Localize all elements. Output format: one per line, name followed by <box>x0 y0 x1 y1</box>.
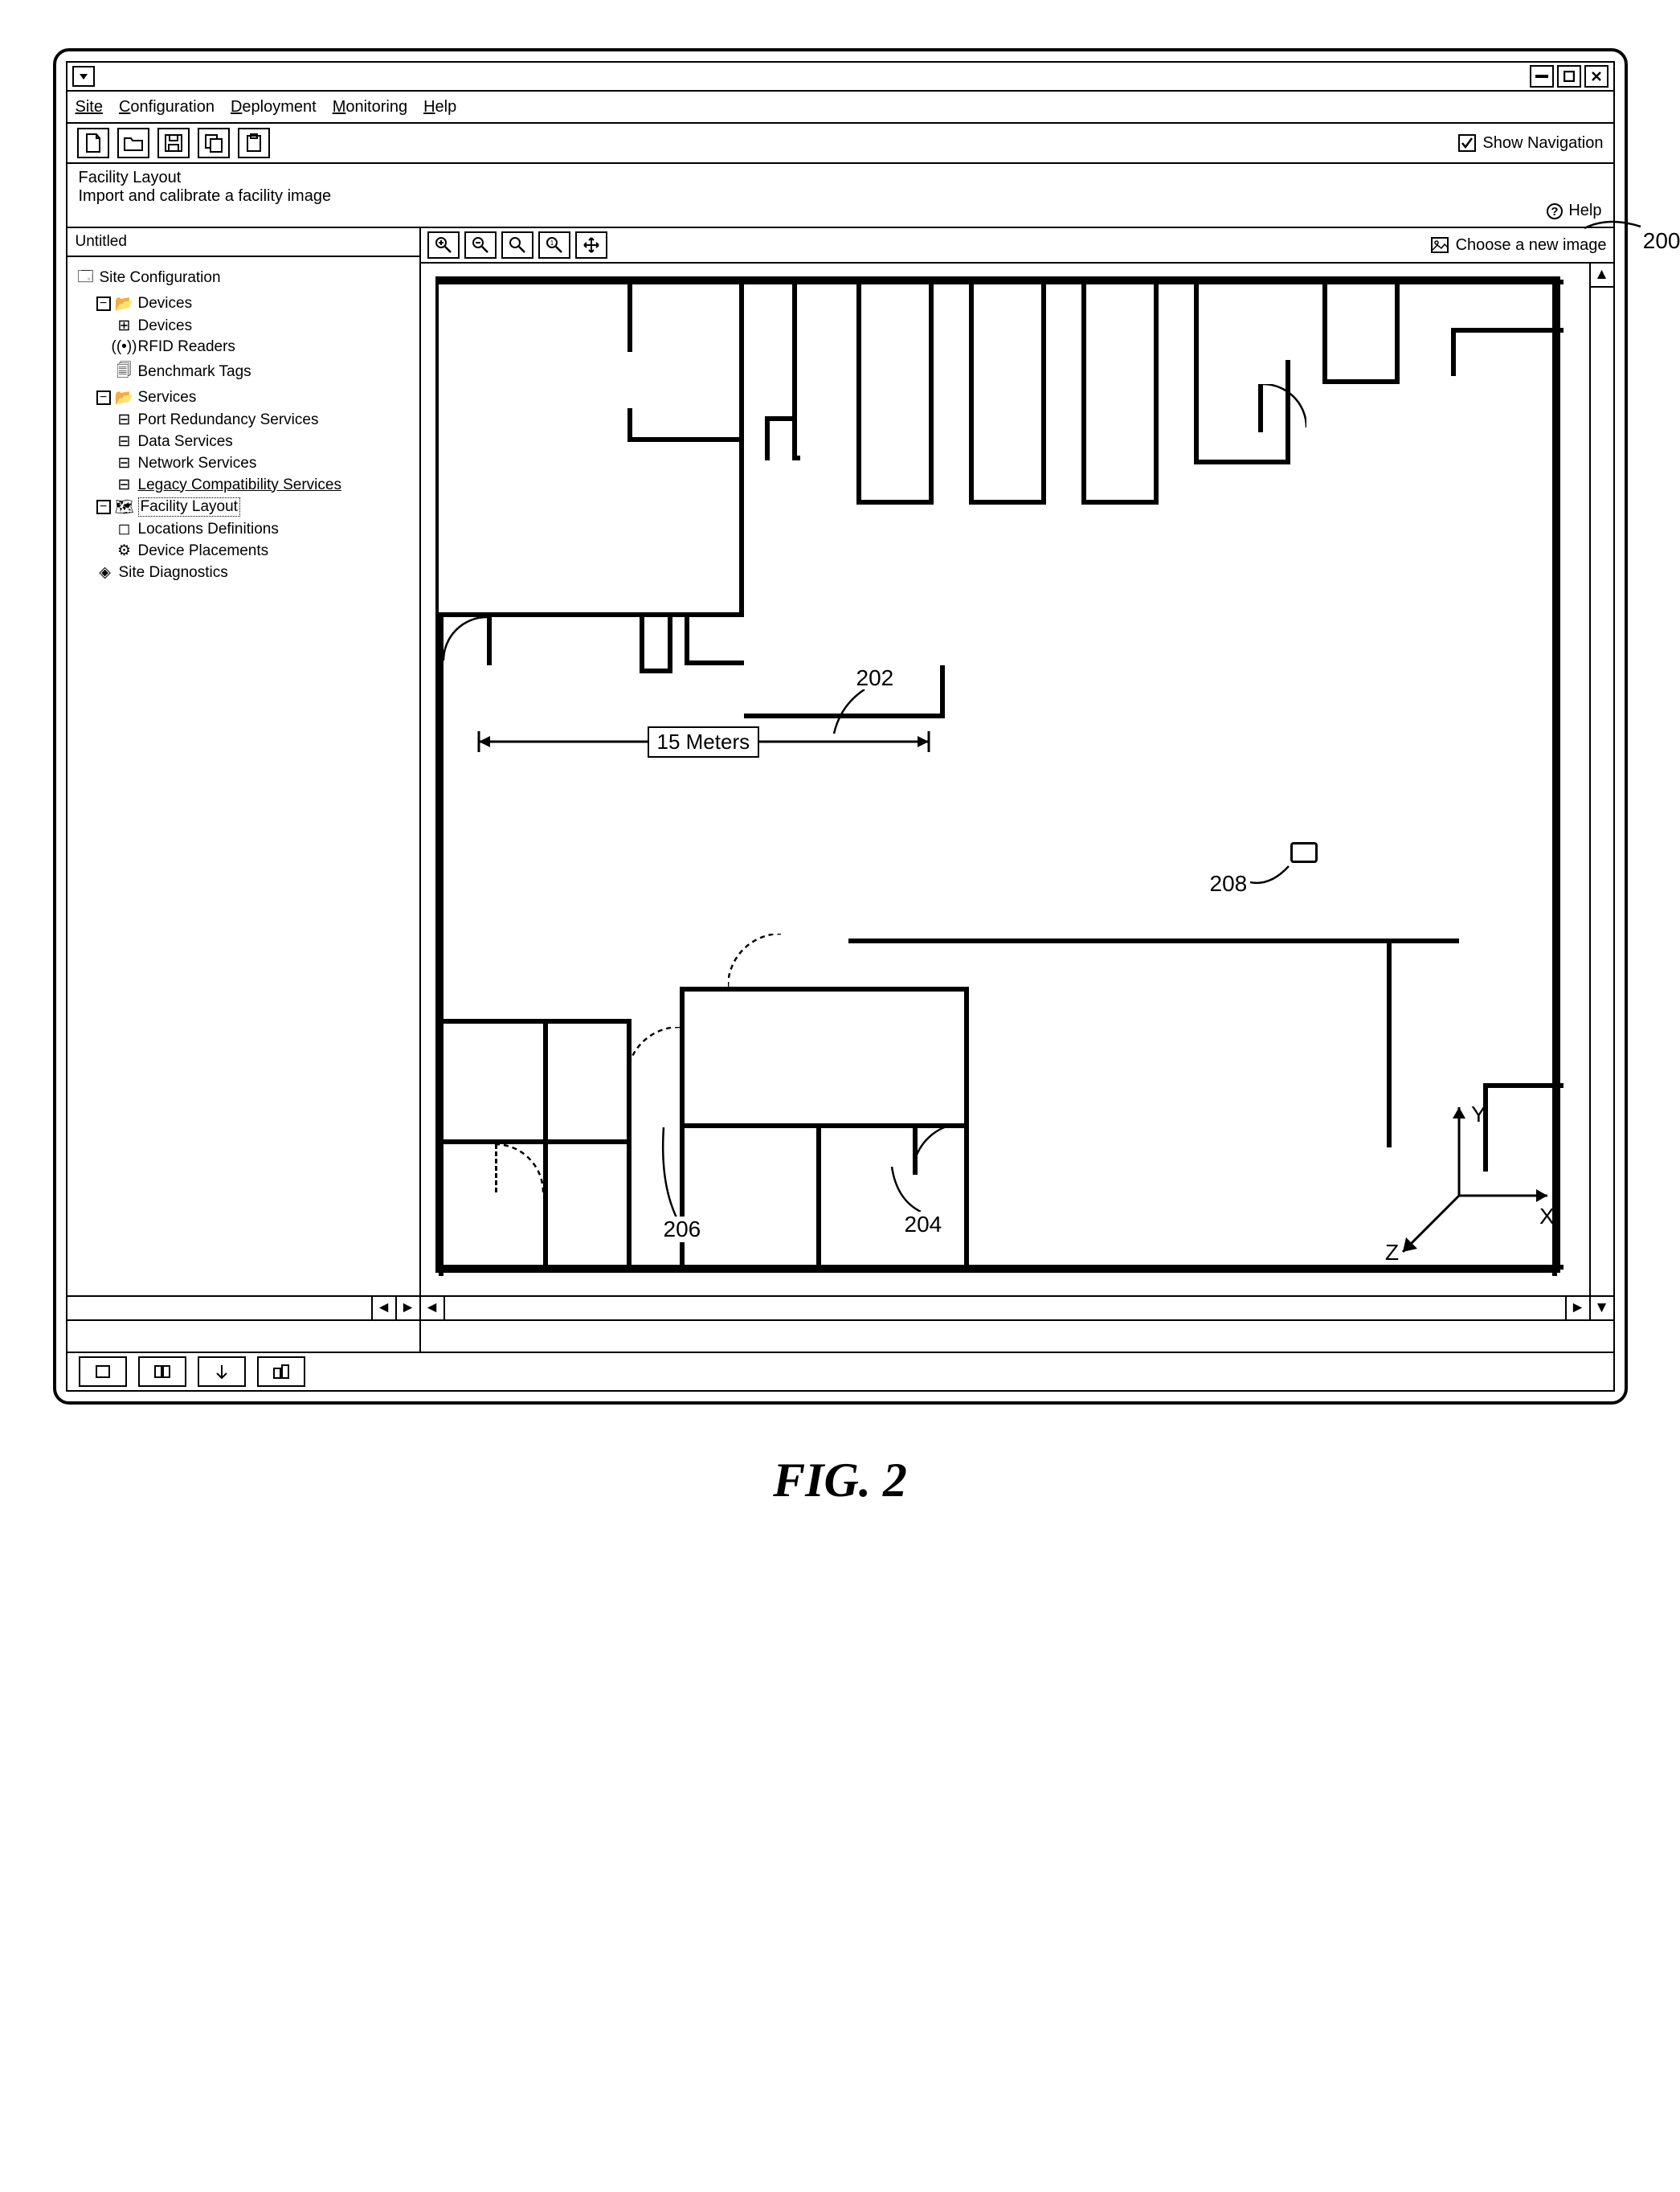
folder-open-icon: 📂 <box>116 388 133 407</box>
system-menu-icon[interactable] <box>72 66 95 87</box>
svg-text:Z: Z <box>1385 1240 1399 1265</box>
svg-text:Y: Y <box>1471 1102 1486 1127</box>
canvas-wrap: 15 Meters 202 208 204 <box>421 264 1613 1319</box>
tree-benchmark-tags[interactable]: 🗐Benchmark Tags <box>116 359 415 385</box>
taskbar-item-3[interactable] <box>198 1356 246 1387</box>
menu-site[interactable]: Site <box>76 98 103 117</box>
canvas-viewport[interactable]: 15 Meters 202 208 204 <box>421 264 1589 1295</box>
main-toolbar: Show Navigation <box>66 124 1615 164</box>
scroll-down-icon[interactable]: ▼ <box>1591 1295 1613 1319</box>
menu-monitoring[interactable]: Monitoring <box>333 98 407 117</box>
show-navigation-toggle[interactable]: Show Navigation <box>1458 134 1603 153</box>
devices-icon: ⊞ <box>116 317 133 335</box>
status-bar <box>66 1321 1615 1353</box>
tree-device-placements[interactable]: ⚙Device Placements <box>116 542 415 560</box>
tags-icon: 🗐 <box>116 359 133 385</box>
canvas-vscrollbar[interactable]: ▲ ▼ <box>1589 264 1613 1319</box>
choose-image-button[interactable]: Choose a new image <box>1430 236 1607 255</box>
scroll-up-icon[interactable]: ▲ <box>1591 264 1613 288</box>
scroll-left-icon[interactable]: ◄ <box>371 1297 395 1319</box>
copy-button[interactable] <box>198 128 230 158</box>
callout-200: 200 <box>1643 228 1680 254</box>
new-button[interactable] <box>77 128 109 158</box>
taskbar <box>66 1353 1615 1392</box>
tree-services[interactable]: −📂Services <box>96 388 415 407</box>
tree-network-services[interactable]: ⊟Network Services <box>116 454 415 472</box>
canvas-hscrollbar[interactable]: ◄ ► <box>421 1295 1589 1319</box>
floorplan: 15 Meters 202 208 204 <box>435 276 1560 1273</box>
service-icon: ⊟ <box>116 432 133 451</box>
header-title: Facility Layout <box>79 169 1602 187</box>
pan-button[interactable] <box>575 231 607 259</box>
canvas-toolbar: 1 Choose a new image <box>421 228 1613 264</box>
menubar: Site Configuration Deployment Monitoring… <box>66 92 1615 124</box>
service-icon: ⊟ <box>116 454 133 472</box>
tree-site-configuration[interactable]: 🗔Site Configuration <box>77 265 415 291</box>
tree-port-redundancy[interactable]: ⊟Port Redundancy Services <box>116 411 415 429</box>
tree-hscrollbar[interactable]: ◄ ► <box>67 1295 419 1319</box>
callout-206: 206 <box>664 1217 701 1242</box>
menu-help[interactable]: Help <box>423 98 456 117</box>
service-icon: ⊟ <box>116 411 133 429</box>
svg-text:X: X <box>1539 1204 1555 1229</box>
window-controls <box>1530 65 1608 88</box>
taskbar-item-2[interactable] <box>138 1356 186 1387</box>
maximize-button[interactable] <box>1557 65 1581 88</box>
menu-configuration[interactable]: Configuration <box>119 98 215 117</box>
show-navigation-checkbox[interactable] <box>1458 134 1476 152</box>
zoom-fit-button[interactable] <box>501 231 533 259</box>
tree-rfid-readers[interactable]: ((•))RFID Readers <box>116 338 415 356</box>
tree-locations-definitions[interactable]: ◻Locations Definitions <box>116 520 415 538</box>
diagnostics-icon: ◈ <box>96 563 114 582</box>
tree-data-services[interactable]: ⊟Data Services <box>116 432 415 451</box>
menu-deployment[interactable]: Deployment <box>231 98 317 117</box>
tree-site-diagnostics[interactable]: ◈Site Diagnostics <box>96 563 415 582</box>
folder-open-icon: 📂 <box>116 294 133 313</box>
scroll-right-icon[interactable]: ► <box>395 1297 419 1319</box>
site-config-icon: 🗔 <box>77 265 95 291</box>
header-panel: Facility Layout Import and calibrate a f… <box>66 164 1615 228</box>
placement-icon: ⚙ <box>116 542 133 560</box>
tree-view[interactable]: 🗔Site Configuration −📂Devices ⊞Devices (… <box>67 257 419 1295</box>
scale-label: 15 Meters <box>648 726 760 758</box>
tree-facility-layout[interactable]: −🗺Facility Layout <box>96 497 415 517</box>
coordinate-axes: X Y Z <box>1371 1099 1555 1268</box>
help-link[interactable]: ? Help <box>1546 202 1601 220</box>
canvas-pane: 1 Choose a new image <box>421 228 1613 1319</box>
taskbar-item-1[interactable] <box>79 1356 127 1387</box>
location-icon: ◻ <box>116 520 133 538</box>
zoom-in-button[interactable] <box>427 231 460 259</box>
paste-button[interactable] <box>238 128 270 158</box>
layout-icon: 🗺 <box>116 497 133 517</box>
zoom-out-button[interactable] <box>464 231 497 259</box>
tree-legacy-compat[interactable]: ⊟Legacy Compatibility Services <box>116 476 415 494</box>
open-button[interactable] <box>117 128 149 158</box>
scroll-right-icon[interactable]: ► <box>1565 1297 1589 1319</box>
tree-title: Untitled <box>67 228 419 257</box>
service-icon: ⊟ <box>116 476 133 494</box>
close-button[interactable] <box>1584 65 1608 88</box>
save-button[interactable] <box>157 128 190 158</box>
image-icon <box>1430 236 1449 254</box>
minimize-button[interactable] <box>1530 65 1554 88</box>
callout-202: 202 <box>856 665 894 691</box>
main-area: Untitled 🗔Site Configuration −📂Devices ⊞… <box>66 228 1615 1321</box>
taskbar-item-4[interactable] <box>257 1356 305 1387</box>
callout-208: 208 <box>1210 871 1248 897</box>
help-icon: ? <box>1546 202 1564 220</box>
scroll-left-icon[interactable]: ◄ <box>421 1297 445 1319</box>
zoom-actual-button[interactable]: 1 <box>538 231 570 259</box>
header-subtitle: Import and calibrate a facility image <box>79 187 1602 206</box>
titlebar <box>66 61 1615 92</box>
show-navigation-label: Show Navigation <box>1482 134 1603 153</box>
tree-devices[interactable]: −📂Devices <box>96 294 415 313</box>
rfid-icon: ((•)) <box>116 338 133 356</box>
callout-204: 204 <box>905 1212 942 1237</box>
window-frame: 200 Site Configuration Deployment Monito… <box>53 48 1628 1405</box>
figure-caption: FIG. 2 <box>0 1453 1680 1508</box>
svg-text:1: 1 <box>550 239 554 247</box>
svg-text:?: ? <box>1551 205 1559 219</box>
navigation-pane: Untitled 🗔Site Configuration −📂Devices ⊞… <box>67 228 421 1319</box>
tree-devices-2[interactable]: ⊞Devices <box>116 317 415 335</box>
